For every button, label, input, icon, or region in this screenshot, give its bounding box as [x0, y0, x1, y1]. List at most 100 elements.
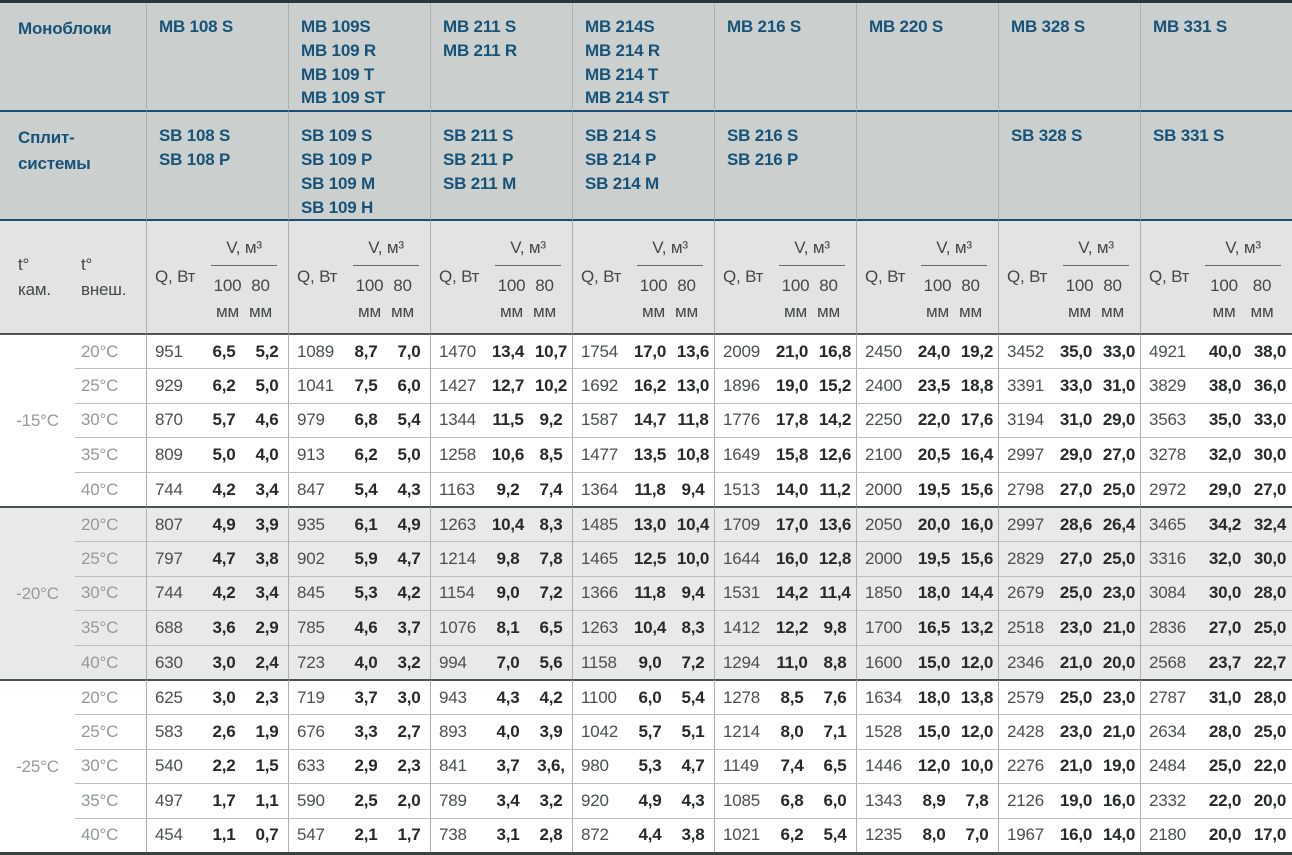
v100-value: 16,2: [628, 367, 672, 403]
v100-value: 1,1: [202, 817, 246, 853]
table-header: Моноблоки MB 108 S MB 109S MB 109 R MB 109 T…: [0, 3, 1292, 334]
q-value: 1278: [714, 679, 770, 714]
v100-value: 3,7: [486, 748, 530, 784]
v-underline: [495, 265, 561, 267]
sb-model-name: SB 214 P: [585, 149, 657, 169]
q-value: 1041: [288, 367, 344, 403]
v-underline: [637, 265, 703, 267]
ambient-temp-cell: 25°C: [75, 540, 146, 576]
q-value: 2400: [856, 367, 912, 403]
v100-value: 6,0: [628, 679, 672, 714]
v100-value: 16,0: [1054, 817, 1098, 853]
v80-value: 2,4: [246, 644, 288, 680]
q-value: 809: [146, 437, 202, 472]
q-value: 872: [572, 817, 628, 853]
q-value: 2050: [856, 506, 912, 541]
v80-value: 7,0: [956, 817, 998, 853]
v-m3-header: V, м³: [652, 238, 688, 258]
v80-value: 12,0: [956, 644, 998, 680]
ambient-temp-cell: 25°C: [75, 367, 146, 403]
col-80mm-header: 80 мм: [391, 276, 414, 321]
v100-value: 12,5: [628, 540, 672, 576]
v80-value: 31,0: [1098, 367, 1140, 403]
v80-value: 5,0: [388, 437, 430, 472]
v100-value: 3,6: [202, 610, 246, 645]
v80-value: 3,4: [246, 575, 288, 611]
q-value: 1700: [856, 610, 912, 645]
v80-value: 8,3: [672, 610, 714, 645]
v-underline: [211, 265, 277, 267]
v80-value: 7,8: [956, 783, 998, 818]
q-value: 1649: [714, 437, 770, 472]
q-wt-header: Q, Вт: [865, 267, 906, 287]
q-value: 1513: [714, 471, 770, 507]
ambient-temp-cell: 20°C: [75, 506, 146, 541]
v100-value: 4,0: [344, 644, 388, 680]
v100-value: 14,0: [770, 471, 814, 507]
v100-value: 19,0: [1054, 783, 1098, 818]
sb-model-name: SB 214 S: [585, 126, 657, 146]
table-row: -15°C 20°C 951 6,5 5,2 1089 8,7 7,0 1470 13,4 10,7…: [0, 333, 1292, 507]
v-m3-block: V, м³ 100 мм 80 мм: [1205, 222, 1291, 332]
q-value: 3465: [1140, 506, 1202, 541]
v100-value: 10,4: [628, 610, 672, 645]
v100-value: 2,9: [344, 748, 388, 784]
v80-value: 8,5: [530, 437, 572, 472]
ambient-temp-cell: 25°C: [75, 713, 146, 749]
q-value: 1214: [714, 713, 770, 749]
q-value: 935: [288, 506, 344, 541]
mm-columns: 100 мм 80 мм: [779, 266, 845, 324]
v100-value: 6,2: [344, 437, 388, 472]
v-m3-block: V, м³ 100 мм 80 мм: [353, 222, 429, 332]
v100-value: 14,2: [770, 575, 814, 611]
measure-header-layout: Q, Вт V, м³ 100 мм 80 мм: [1142, 222, 1291, 332]
ambient-temp-cell: 35°C: [75, 783, 146, 818]
v-m3-header: V, м³: [226, 238, 262, 258]
mb-model-name: MB 214S: [585, 17, 655, 36]
v100-value: 17,0: [770, 506, 814, 541]
q-wt-header: Q, Вт: [723, 267, 764, 287]
v100-value: 13,5: [628, 437, 672, 472]
v80-value: 14,2: [814, 402, 856, 438]
v-underline: [779, 265, 845, 267]
q-value: 3563: [1140, 402, 1202, 438]
v100-value: 5,3: [344, 575, 388, 611]
q-value: 1587: [572, 402, 628, 438]
v80-value: 32,4: [1248, 506, 1292, 541]
mm-columns: 100 мм 80 мм: [495, 266, 561, 324]
sb-model-name: SB 108 P: [159, 149, 231, 169]
v80-value: 8,3: [530, 506, 572, 541]
q-value: 2972: [1140, 471, 1202, 507]
v100-value: 25,0: [1202, 748, 1248, 784]
v100-value: 21,0: [1054, 748, 1098, 784]
table-row: 30°C 870 5,7 4,6 979 6,8 5,4 1344 11,5 9,2 1587 14,…: [0, 402, 1292, 438]
v80-value: 11,8: [672, 402, 714, 438]
sb-models-cell: SB 328 S: [998, 112, 1140, 222]
sb-model-name: SB 211 P: [443, 149, 514, 169]
sb-model-name: SB 109 P: [301, 149, 373, 169]
q-value: 929: [146, 367, 202, 403]
v100-value: 14,7: [628, 402, 672, 438]
monoblocks-row-label: Моноблоки: [0, 3, 146, 113]
v100-value: 6,8: [344, 402, 388, 438]
chamber-temp-cell: -25°C: [0, 679, 75, 853]
mb-models-cell: MB 328 S: [998, 3, 1140, 113]
sb-model-name: SB 216 P: [727, 149, 799, 169]
v80-value: 23,0: [1098, 679, 1140, 714]
q-value: 1158: [572, 644, 628, 680]
group-measure-header: Q, Вт V, м³ 100 мм 80 мм: [714, 221, 856, 334]
q-value: 920: [572, 783, 628, 818]
q-value: 3391: [998, 367, 1054, 403]
mb-models-cell: MB 211 S MB 211 R: [430, 3, 572, 113]
col-100mm-header: 100 мм: [355, 276, 384, 321]
q-value: 1967: [998, 817, 1054, 853]
v80-value: 4,3: [388, 471, 430, 507]
ambient-temp-cell: 40°C: [75, 817, 146, 853]
q-value: 744: [146, 471, 202, 507]
v100-value: 8,5: [770, 679, 814, 714]
group-measure-header: Q, Вт V, м³ 100 мм 80 мм: [430, 221, 572, 334]
v100-value: 6,8: [770, 783, 814, 818]
mb-model-name: MB 216 S: [727, 17, 801, 36]
q-value: 1692: [572, 367, 628, 403]
